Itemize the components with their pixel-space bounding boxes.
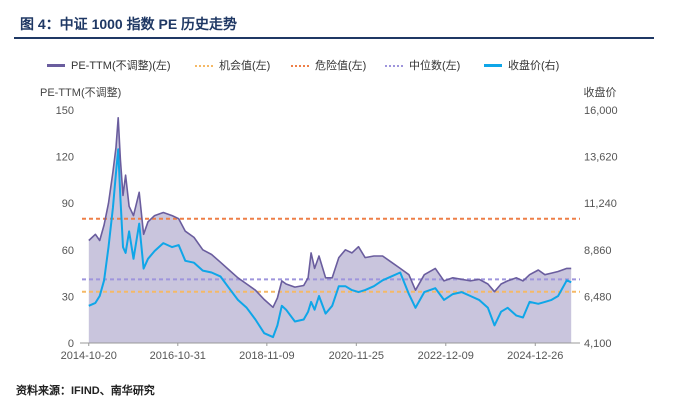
y-left-tick-label: 30 bbox=[62, 291, 74, 303]
y-right-tick-label: 16,000 bbox=[584, 105, 618, 117]
y-axis-left-title: PE-TTM(不调整) bbox=[40, 85, 121, 99]
y-left-tick-label: 0 bbox=[68, 338, 74, 350]
legend-swatch-danger bbox=[291, 65, 309, 67]
y-right-tick-label: 8,860 bbox=[584, 245, 612, 257]
y-left-tick-label: 150 bbox=[56, 105, 74, 117]
y-left-tick-label: 90 bbox=[62, 198, 74, 210]
legend-label-danger: 危险值(左) bbox=[315, 60, 367, 72]
legend-swatch-price bbox=[484, 64, 502, 67]
x-tick-label: 2024-12-26 bbox=[507, 350, 563, 362]
x-tick-label: 2016-10-31 bbox=[150, 350, 206, 362]
x-tick-label: 2020-11-25 bbox=[329, 350, 384, 362]
source-note: 资料来源：IFIND、南华研究 bbox=[16, 385, 155, 397]
legend-label-median: 中位数(左) bbox=[409, 60, 461, 72]
legend-label-opportunity: 机会值(左) bbox=[219, 60, 271, 72]
legend-swatch-pe bbox=[47, 64, 65, 67]
x-tick-label: 2018-11-09 bbox=[239, 350, 294, 362]
y-left-tick-label: 120 bbox=[56, 152, 74, 164]
title-rule bbox=[14, 37, 654, 39]
close-price-line bbox=[88, 148, 572, 339]
y-right-tick-label: 6,480 bbox=[584, 291, 612, 303]
y-right-tick-label: 11,240 bbox=[584, 198, 617, 210]
legend-swatch-median bbox=[385, 65, 403, 67]
x-tick-label: 2022-12-09 bbox=[418, 350, 474, 362]
pe-ttm-area bbox=[88, 117, 572, 343]
legend-label-price: 收盘价(右) bbox=[508, 60, 560, 72]
x-tick-label: 2014-10-20 bbox=[61, 350, 117, 362]
chart-legend: PE-TTM(不调整)(左) 机会值(左) 危险值(左) 中位数(左) 收盘价(… bbox=[0, 56, 674, 76]
pe-ttm-line bbox=[88, 117, 572, 309]
y-right-tick-label: 13,620 bbox=[584, 152, 618, 164]
legend-swatch-opportunity bbox=[195, 65, 213, 67]
y-right-tick-label: 4,100 bbox=[584, 338, 612, 350]
figure-title: 图 4：中证 1000 指数 PE 历史走势 bbox=[20, 16, 238, 32]
y-axis-right-title: 收盘价 bbox=[584, 85, 617, 99]
y-left-tick-label: 60 bbox=[62, 245, 74, 257]
legend-label-pe: PE-TTM(不调整)(左) bbox=[71, 60, 171, 72]
